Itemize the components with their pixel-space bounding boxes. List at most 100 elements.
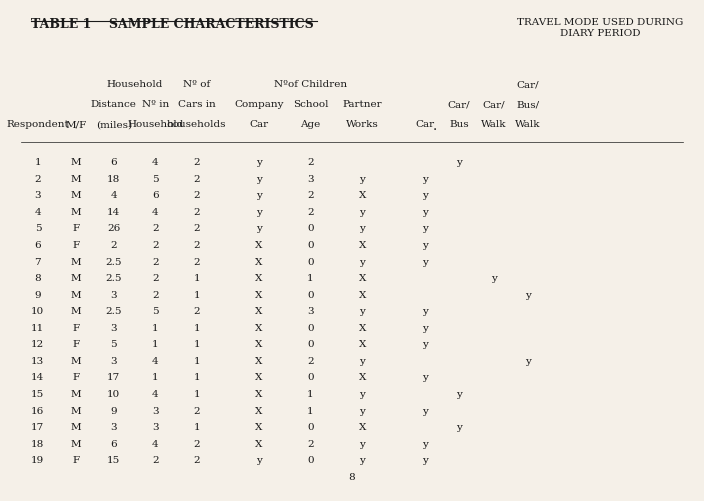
Text: y: y	[422, 323, 427, 332]
Text: households: households	[167, 120, 227, 129]
Text: 2: 2	[194, 224, 200, 233]
Text: y: y	[422, 340, 427, 349]
Text: F: F	[73, 340, 80, 349]
Text: F: F	[73, 455, 80, 464]
Text: 0: 0	[307, 455, 314, 464]
Text: X: X	[358, 340, 366, 349]
Text: 8: 8	[34, 274, 42, 283]
Text: 2: 2	[194, 257, 200, 266]
Text: 9: 9	[34, 290, 42, 299]
Text: 7: 7	[34, 257, 42, 266]
Text: M/F: M/F	[65, 120, 87, 129]
Text: X: X	[358, 373, 366, 382]
Text: Nºof Children: Nºof Children	[274, 80, 347, 89]
Text: Distance: Distance	[91, 100, 137, 109]
Text: y: y	[422, 455, 427, 464]
Text: 2.5: 2.5	[106, 257, 122, 266]
Text: y: y	[360, 207, 365, 216]
Text: 2: 2	[194, 158, 200, 167]
Text: X: X	[255, 373, 263, 382]
Text: Age: Age	[301, 120, 321, 129]
Text: 0: 0	[307, 257, 314, 266]
Text: 2: 2	[194, 406, 200, 415]
Text: 6: 6	[34, 240, 42, 249]
Text: y: y	[256, 455, 262, 464]
Text: 5: 5	[152, 174, 158, 183]
Text: X: X	[358, 191, 366, 200]
Text: Respondent: Respondent	[6, 120, 69, 129]
Text: y: y	[456, 422, 462, 431]
Text: 10: 10	[31, 307, 44, 316]
Text: 6: 6	[111, 158, 117, 167]
Text: 4: 4	[152, 356, 158, 365]
Text: Car/: Car/	[482, 100, 505, 109]
Text: 6: 6	[152, 191, 158, 200]
Text: 3: 3	[111, 290, 117, 299]
Text: Car/: Car/	[448, 100, 470, 109]
Text: 2: 2	[307, 191, 314, 200]
Text: Cars in: Cars in	[178, 100, 215, 109]
Text: X: X	[255, 422, 263, 431]
Text: 2: 2	[194, 439, 200, 448]
Text: X: X	[255, 307, 263, 316]
Text: y: y	[422, 406, 427, 415]
Text: 11: 11	[31, 323, 44, 332]
Text: Nº of: Nº of	[183, 80, 210, 89]
Text: Bus: Bus	[449, 120, 469, 129]
Text: y: y	[422, 439, 427, 448]
Text: 1: 1	[307, 406, 314, 415]
Text: 13: 13	[31, 356, 44, 365]
Text: 1: 1	[194, 323, 200, 332]
Text: 2: 2	[152, 240, 158, 249]
Text: 18: 18	[107, 174, 120, 183]
Text: X: X	[255, 257, 263, 266]
Text: M: M	[70, 158, 81, 167]
Text: X: X	[255, 274, 263, 283]
Text: 1: 1	[152, 340, 158, 349]
Text: y: y	[422, 174, 427, 183]
Text: y: y	[256, 224, 262, 233]
Text: 2: 2	[194, 207, 200, 216]
Text: 0: 0	[307, 240, 314, 249]
Text: y: y	[360, 257, 365, 266]
Text: X: X	[358, 323, 366, 332]
Text: 1: 1	[307, 389, 314, 398]
Text: F: F	[73, 240, 80, 249]
Text: y: y	[256, 191, 262, 200]
Text: 3: 3	[152, 422, 158, 431]
Text: 1: 1	[34, 158, 42, 167]
Text: 2.5: 2.5	[106, 274, 122, 283]
Text: 5: 5	[111, 340, 117, 349]
Text: 14: 14	[31, 373, 44, 382]
Text: 2: 2	[152, 455, 158, 464]
Text: X: X	[255, 323, 263, 332]
Text: 3: 3	[307, 174, 314, 183]
Text: M: M	[70, 422, 81, 431]
Text: M: M	[70, 389, 81, 398]
Text: 5: 5	[34, 224, 42, 233]
Text: 0: 0	[307, 323, 314, 332]
Text: y: y	[256, 174, 262, 183]
Text: Nº in: Nº in	[142, 100, 169, 109]
Text: 1: 1	[194, 274, 200, 283]
Text: 0: 0	[307, 373, 314, 382]
Text: 2: 2	[152, 224, 158, 233]
Text: F: F	[73, 373, 80, 382]
Text: M: M	[70, 439, 81, 448]
Text: 8: 8	[348, 472, 356, 481]
Text: 1: 1	[194, 422, 200, 431]
Text: Car: Car	[415, 120, 434, 129]
Text: X: X	[255, 389, 263, 398]
Text: 3: 3	[111, 323, 117, 332]
Text: 3: 3	[152, 406, 158, 415]
Text: y: y	[422, 207, 427, 216]
Text: y: y	[360, 307, 365, 316]
Text: TABLE 1    SAMPLE CHARACTERISTICS: TABLE 1 SAMPLE CHARACTERISTICS	[31, 18, 314, 31]
Text: 0: 0	[307, 224, 314, 233]
Text: M: M	[70, 406, 81, 415]
Text: 2: 2	[194, 191, 200, 200]
Text: X: X	[255, 439, 263, 448]
Text: X: X	[255, 356, 263, 365]
Text: School: School	[293, 100, 328, 109]
Text: M: M	[70, 307, 81, 316]
